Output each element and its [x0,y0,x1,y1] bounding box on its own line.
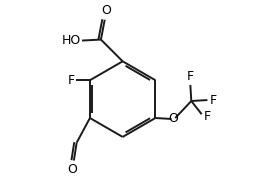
Text: F: F [204,110,211,123]
Text: O: O [102,4,111,17]
Text: HO: HO [62,34,81,47]
Text: O: O [67,163,77,176]
Text: F: F [68,74,75,87]
Text: O: O [168,113,178,125]
Text: F: F [210,94,217,106]
Text: F: F [187,70,194,83]
